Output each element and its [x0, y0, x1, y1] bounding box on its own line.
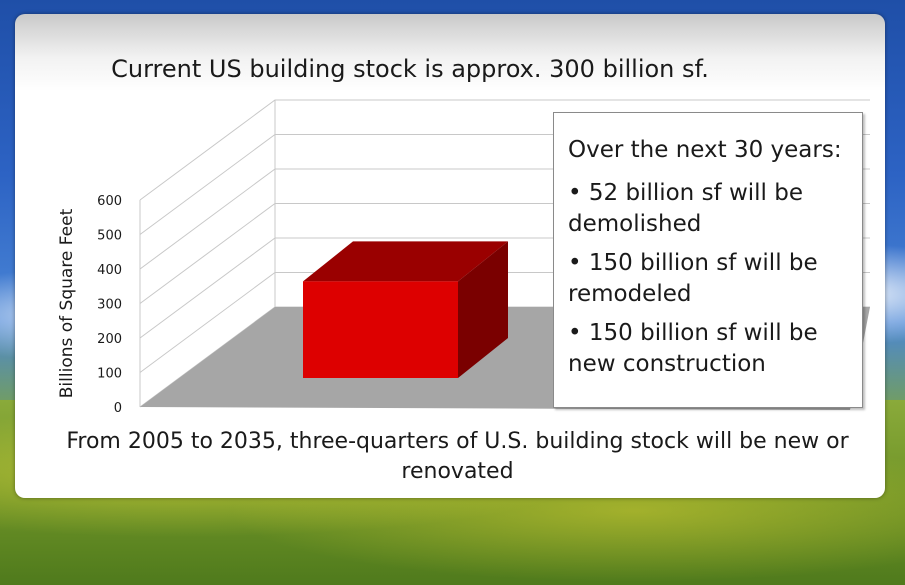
chart-title: Current US building stock is approx. 300…: [111, 55, 709, 83]
y-tick-label-500: 500: [97, 229, 122, 244]
y-tick-label-200: 200: [97, 332, 122, 347]
y-tick-label-100: 100: [97, 367, 122, 382]
y-tick-label-400: 400: [97, 263, 122, 278]
callout-item-demolished: • 52 billion sf will be demolished: [568, 180, 804, 237]
callout-heading: Over the next 30 years:: [568, 137, 842, 163]
bar-3d: [303, 241, 508, 378]
y-axis-ticks: 0 100 200 300 400 500 600: [97, 194, 122, 416]
callout-item-remodeled: • 150 billion sf will be remodeled: [568, 250, 818, 307]
bar-top-face: [303, 241, 508, 282]
y-tick-label-0: 0: [114, 401, 122, 416]
y-axis-label: Billions of Square Feet: [57, 208, 77, 398]
callout-item-new-construction: • 150 billion sf will be new constructio…: [568, 320, 818, 377]
bar-front-face: [303, 281, 458, 378]
y-tick-label-600: 600: [97, 194, 122, 209]
slide-caption: From 2005 to 2035, three-quarters of U.S…: [66, 429, 849, 484]
callout-box: Over the next 30 years: • 52 billion sf …: [553, 112, 863, 408]
y-tick-label-300: 300: [97, 298, 122, 313]
bar-side-face: [458, 241, 508, 378]
